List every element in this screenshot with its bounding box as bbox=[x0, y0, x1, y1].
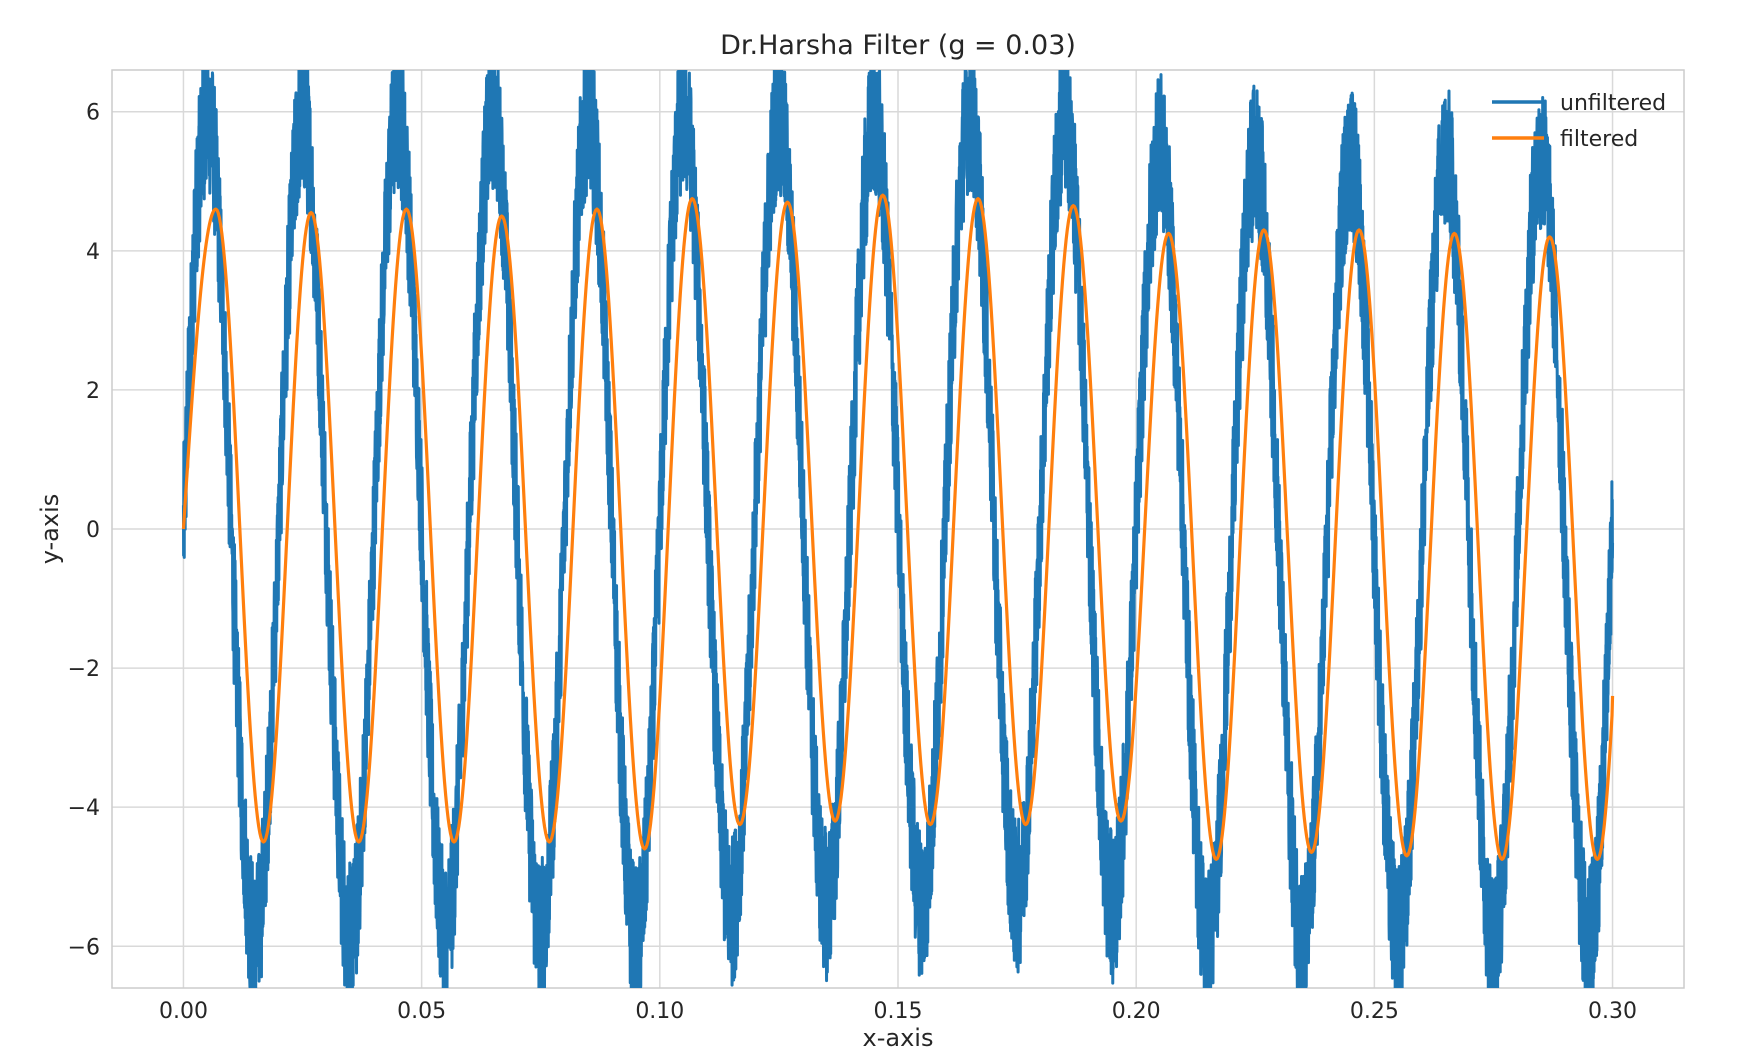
legend: unfiltered filtered bbox=[1492, 91, 1666, 152]
series-layer bbox=[181, 70, 1615, 988]
legend-label-filtered: filtered bbox=[1560, 127, 1638, 152]
y-tick-label: 6 bbox=[86, 101, 100, 126]
y-tick-label: 0 bbox=[86, 518, 100, 543]
x-tick-label: 0.30 bbox=[1588, 999, 1637, 1024]
y-tick-label: 4 bbox=[86, 240, 100, 265]
x-tick-label: 0.05 bbox=[397, 999, 446, 1024]
x-tick-label: 0.00 bbox=[159, 999, 208, 1024]
series-line-filtered bbox=[181, 193, 1615, 861]
x-tick-label: 0.10 bbox=[635, 999, 684, 1024]
chart-title: Dr.Harsha Filter (g = 0.03) bbox=[720, 30, 1076, 61]
legend-label-unfiltered: unfiltered bbox=[1560, 91, 1666, 116]
y-tick-label: −2 bbox=[68, 657, 100, 682]
x-tick-label: 0.20 bbox=[1112, 999, 1161, 1024]
x-tick-label: 0.15 bbox=[874, 999, 923, 1024]
series-line-unfiltered bbox=[181, 70, 1615, 988]
plot-frame bbox=[111, 69, 1685, 989]
y-tick-label: −6 bbox=[68, 935, 100, 960]
x-axis-label: x-axis bbox=[863, 1024, 934, 1050]
y-tick-label: 2 bbox=[86, 379, 100, 404]
tick-labels: 0.00 0.05 0.10 0.15 0.20 0.25 0.30 −6 −4 −2 0 2 4 6 bbox=[68, 101, 1637, 1024]
y-tick-label: −4 bbox=[68, 796, 100, 821]
x-tick-label: 0.25 bbox=[1350, 999, 1399, 1024]
y-axis-label: y-axis bbox=[36, 494, 64, 565]
